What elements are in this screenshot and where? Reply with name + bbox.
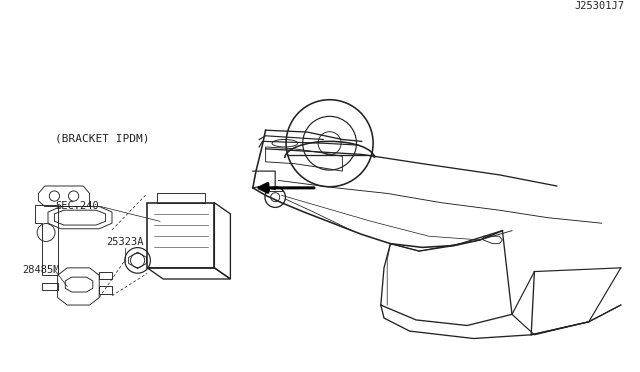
Text: (BRACKET IPDM): (BRACKET IPDM) (55, 134, 150, 144)
Text: 28485M: 28485M (22, 265, 60, 275)
Text: J25301J7: J25301J7 (574, 1, 624, 11)
Text: SEC.240: SEC.240 (56, 202, 99, 211)
Text: 25323A: 25323A (106, 237, 143, 247)
